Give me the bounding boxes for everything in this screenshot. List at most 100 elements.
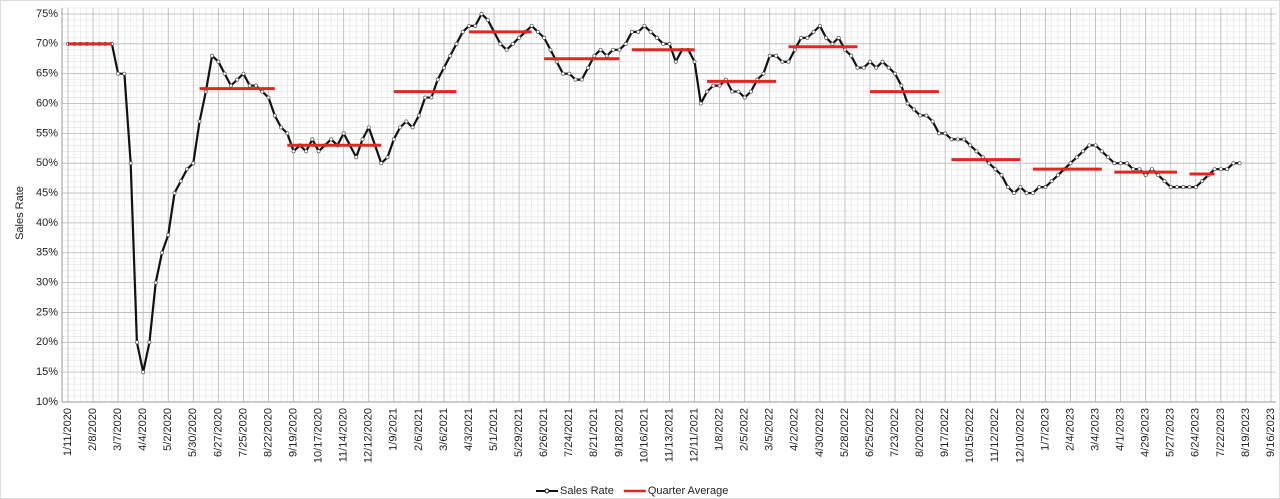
point-marker	[573, 77, 578, 82]
point-marker	[987, 161, 991, 166]
point-marker	[874, 65, 879, 70]
point-marker	[316, 149, 321, 154]
x-tick-label: 10/16/2021	[638, 408, 650, 463]
legend-label: Quarter Average	[648, 485, 729, 497]
y-tick-label: 20%	[36, 336, 58, 348]
legend: Sales Rate Quarter Average	[536, 485, 728, 497]
x-tick-label: 7/24/2021	[563, 408, 575, 457]
point-marker	[391, 137, 396, 142]
x-tick-label: 5/28/2022	[839, 408, 851, 457]
point-marker	[416, 113, 421, 118]
point-marker	[1099, 149, 1104, 154]
point-marker	[611, 47, 616, 52]
point-marker	[711, 83, 716, 88]
point-marker	[310, 137, 315, 142]
point-marker	[354, 155, 359, 160]
y-tick-label: 70%	[36, 38, 58, 50]
point-marker	[1081, 149, 1085, 154]
point-marker	[1162, 179, 1167, 184]
x-tick-label: 9/16/2023	[1265, 408, 1277, 457]
point-marker	[767, 53, 772, 58]
point-marker	[730, 89, 735, 94]
point-marker	[235, 77, 240, 82]
point-marker	[241, 71, 246, 76]
point-marker	[586, 65, 590, 70]
point-marker	[166, 232, 171, 237]
point-marker	[141, 370, 146, 375]
point-marker	[510, 41, 515, 46]
x-tick-label: 8/20/2022	[914, 408, 926, 457]
point-marker	[360, 137, 365, 142]
point-marker	[1168, 185, 1173, 190]
x-tick-label: 6/27/2020	[212, 408, 224, 457]
point-marker	[116, 71, 121, 76]
point-marker	[1193, 185, 1198, 190]
x-tick-label: 3/5/2022	[764, 408, 776, 451]
point-marker	[304, 149, 309, 154]
point-marker	[761, 71, 766, 76]
x-tick-label: 11/12/2022	[989, 408, 1001, 462]
point-marker	[861, 65, 866, 70]
point-marker	[1056, 173, 1060, 178]
point-marker	[974, 149, 979, 154]
point-marker	[811, 29, 816, 34]
point-marker	[824, 35, 829, 40]
point-marker	[836, 35, 841, 40]
point-marker	[774, 53, 778, 58]
point-marker	[147, 340, 152, 345]
point-marker	[1093, 143, 1098, 148]
point-marker	[949, 137, 954, 142]
point-marker	[1118, 161, 1123, 166]
point-marker	[178, 179, 183, 184]
point-marker	[648, 29, 653, 34]
x-tick-label: 7/25/2020	[237, 408, 249, 457]
x-tick-label: 11/13/2021	[663, 408, 675, 462]
point-marker	[341, 131, 346, 136]
point-marker	[548, 47, 553, 52]
point-marker	[216, 59, 221, 64]
point-marker	[736, 89, 741, 94]
point-marker	[792, 47, 797, 52]
point-marker	[623, 41, 628, 46]
y-tick-label: 65%	[36, 68, 58, 80]
point-marker	[592, 53, 597, 58]
point-marker	[160, 250, 164, 255]
point-marker	[661, 41, 666, 46]
point-marker	[385, 155, 390, 160]
point-marker	[197, 119, 202, 124]
point-marker	[1143, 173, 1148, 178]
x-tick-label: 7/23/2022	[889, 408, 901, 457]
x-tick-label: 9/17/2022	[939, 408, 951, 457]
legend-label: Sales Rate	[560, 485, 614, 497]
point-marker	[379, 161, 384, 166]
point-marker	[849, 53, 854, 58]
y-tick-label: 15%	[36, 366, 58, 378]
point-marker	[1218, 167, 1223, 172]
x-tick-label: 2/5/2022	[739, 408, 751, 451]
x-tick-label: 9/19/2020	[287, 408, 299, 457]
point-marker	[1231, 161, 1236, 166]
point-marker	[441, 65, 446, 70]
point-marker	[805, 35, 810, 40]
point-marker	[485, 17, 490, 22]
point-marker	[1187, 185, 1192, 190]
y-tick-label: 25%	[36, 306, 58, 318]
point-marker	[955, 137, 960, 142]
point-marker	[1024, 191, 1029, 196]
x-tick-label: 1/8/2022	[714, 408, 726, 451]
x-tick-label: 2/8/2020	[87, 408, 99, 451]
point-marker	[203, 89, 208, 94]
point-marker	[448, 53, 453, 58]
point-marker	[1087, 143, 1092, 148]
point-marker	[410, 125, 415, 130]
x-tick-label: 4/30/2022	[814, 408, 826, 457]
x-tick-label: 1/11/2020	[62, 408, 74, 456]
y-tick-label: 40%	[36, 217, 58, 229]
point-marker	[880, 59, 885, 64]
point-marker	[1137, 167, 1142, 172]
point-marker	[642, 23, 647, 28]
point-marker	[504, 47, 509, 52]
point-marker	[535, 29, 540, 34]
y-tick-label: 50%	[36, 157, 58, 169]
